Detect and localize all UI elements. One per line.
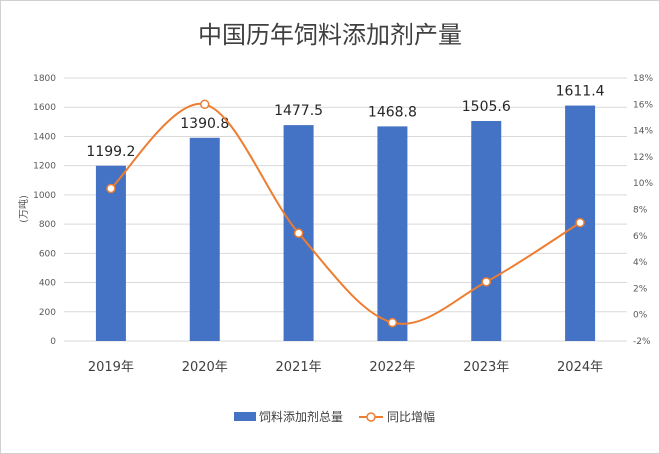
bar-data-label-3: 1468.8 — [368, 104, 417, 120]
bar-data-labels: 1199.2 1390.8 1477.5 1468.8 1505.6 1611.4 — [86, 84, 604, 160]
bar-3 — [377, 126, 408, 341]
bar-data-label-2: 1477.5 — [274, 103, 323, 119]
gridlines — [64, 77, 627, 342]
bar-data-label-1: 1390.8 — [180, 116, 229, 132]
bar-data-label-4: 1505.6 — [462, 99, 511, 115]
line-point-4 — [481, 277, 491, 287]
x-tick-label-2: 2021年 — [276, 360, 322, 375]
line-point-1 — [200, 99, 210, 110]
y2-tick-label-10: 18% — [633, 74, 653, 84]
y2-tick-label-0: -2% — [633, 337, 651, 347]
legend-swatch-marker — [366, 412, 376, 422]
line-series — [106, 99, 585, 328]
y2-tick-label-1: 0% — [633, 311, 648, 321]
y2-tick-label-3: 4% — [633, 258, 648, 268]
x-axis: 2019年 2020年 2021年 2022年 2023年 2024年 — [88, 360, 603, 375]
bar-data-label-0: 1199.2 — [86, 144, 135, 160]
y2-tick-label-5: 8% — [633, 206, 648, 216]
line-point-5 — [575, 217, 585, 228]
y2-tick-label-6: 10% — [633, 179, 653, 189]
bar-4 — [471, 121, 502, 342]
y-tick-label-7: 1400 — [33, 132, 56, 142]
y-tick-label-3: 600 — [39, 249, 56, 259]
y2-tick-label-7: 12% — [633, 153, 653, 163]
legend: 饲料添加剂总量 同比增幅 — [234, 409, 435, 424]
y-axis-right: -2% 0% 2% 4% 6% 8% 10% 12% 14% 16% 18% — [633, 74, 653, 347]
x-tick-label-3: 2022年 — [369, 360, 415, 375]
x-tick-label-5: 2024年 — [557, 360, 603, 375]
y-tick-label-6: 1200 — [33, 162, 56, 172]
legend-label-line: 同比增幅 — [387, 409, 435, 424]
y-axis-left: 0 200 400 600 800 1000 1200 1400 1600 1800 — [33, 74, 56, 347]
x-tick-label-1: 2020年 — [182, 360, 228, 375]
y2-tick-label-4: 6% — [633, 232, 648, 242]
y-tick-label-4: 800 — [39, 220, 56, 230]
line-point-3 — [387, 317, 398, 328]
legend-label-bar: 饲料添加剂总量 — [259, 409, 343, 424]
bar-series — [95, 105, 596, 342]
y-tick-label-9: 1800 — [33, 74, 56, 84]
y-tick-label-0: 0 — [50, 337, 56, 347]
y2-tick-label-2: 2% — [633, 284, 648, 294]
y-axis-label: (万吨) — [17, 195, 30, 223]
x-tick-label-0: 2019年 — [88, 360, 134, 375]
line-point-2 — [293, 228, 304, 238]
bar-data-label-5: 1611.4 — [556, 84, 605, 100]
y-tick-label-1: 200 — [39, 308, 56, 318]
legend-swatch-bar — [234, 412, 256, 421]
y-tick-label-8: 1600 — [33, 103, 56, 113]
bar-0 — [95, 165, 126, 341]
bar-1 — [189, 137, 220, 341]
line-point-0 — [106, 183, 116, 194]
y-tick-label-5: 1000 — [33, 191, 56, 201]
y2-tick-label-9: 16% — [633, 100, 653, 110]
y2-tick-label-8: 14% — [633, 127, 653, 137]
x-tick-label-4: 2023年 — [463, 360, 509, 375]
chart-title: 中国历年饲料添加剂产量 — [198, 21, 462, 49]
y-tick-label-2: 400 — [39, 279, 56, 289]
